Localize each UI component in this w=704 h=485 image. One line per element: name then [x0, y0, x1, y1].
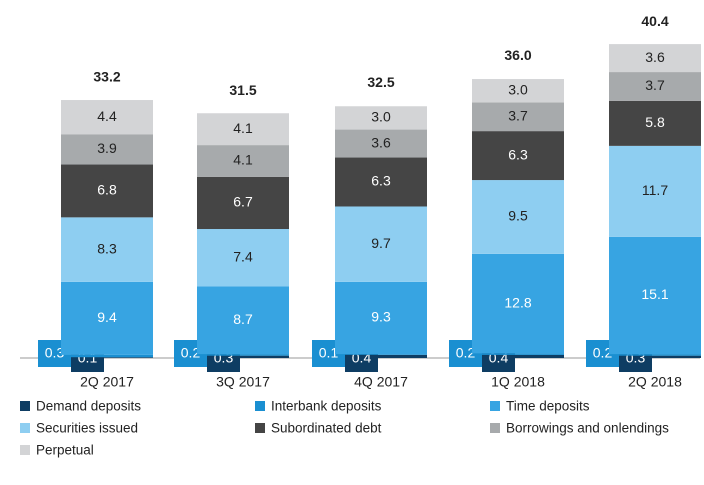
data-label: 3.6 — [371, 134, 391, 150]
bar-segment — [335, 106, 427, 130]
data-label: 8.3 — [97, 240, 117, 256]
total-label: 32.5 — [367, 74, 394, 90]
legend-swatch — [20, 401, 30, 411]
bar-segment — [335, 129, 427, 158]
total-label: 36.0 — [504, 47, 531, 63]
bar-segment — [61, 281, 153, 355]
bar-segment — [335, 354, 427, 358]
data-label: 6.3 — [371, 173, 391, 189]
bar-segment — [472, 353, 564, 355]
bar-segment — [472, 253, 564, 354]
bar-segment — [197, 355, 289, 358]
bar-segment — [472, 131, 564, 181]
data-label: 8.7 — [233, 311, 253, 327]
bar-segment — [472, 79, 564, 103]
data-label: 11.7 — [642, 182, 668, 198]
data-label: 9.7 — [371, 235, 391, 251]
bar-segment — [335, 157, 427, 207]
data-label: 3.7 — [508, 107, 528, 123]
legend-swatch — [20, 445, 30, 455]
legend-swatch — [20, 423, 30, 433]
legend-swatch — [255, 423, 265, 433]
total-label: 33.2 — [93, 69, 120, 85]
data-label: 0.3 — [45, 345, 65, 361]
bar-segment — [197, 176, 289, 230]
bar-segment — [609, 100, 701, 146]
bar-segment — [197, 229, 289, 287]
data-label: 3.6 — [645, 49, 665, 65]
bar-segment — [472, 102, 564, 132]
bar-segment — [197, 286, 289, 355]
total-label: 31.5 — [229, 82, 256, 98]
legend-label: Time deposits — [506, 399, 590, 414]
legend-label: Demand deposits — [36, 399, 141, 414]
x-tick-label: 1Q 2018 — [491, 374, 545, 390]
data-label: 12.8 — [504, 294, 531, 310]
x-tick-label: 3Q 2017 — [216, 374, 270, 390]
data-label: 0.2 — [593, 345, 613, 361]
legend-label: Borrowings and onlendings — [506, 421, 669, 436]
x-tick-label: 2Q 2018 — [628, 374, 682, 390]
data-label: 15.1 — [641, 286, 668, 302]
data-label: 0.2 — [456, 345, 476, 361]
bar-segment — [197, 113, 289, 146]
bar-segment — [609, 354, 701, 356]
bar-segment — [609, 72, 701, 101]
legend-label: Securities issued — [36, 421, 138, 436]
data-label: 6.7 — [233, 194, 253, 210]
data-label: 3.0 — [508, 81, 528, 97]
data-label: 4.4 — [97, 108, 117, 124]
bar-segment — [197, 354, 289, 356]
data-label: 9.5 — [508, 208, 528, 224]
bar-segment — [609, 236, 701, 355]
bar-segment — [609, 145, 701, 237]
data-label: 4.1 — [233, 152, 253, 168]
data-label: 0.1 — [319, 345, 339, 361]
data-label: 0.2 — [181, 345, 201, 361]
legend-label: Subordinated debt — [271, 421, 382, 436]
bar-segment — [335, 354, 427, 355]
data-label: 9.4 — [97, 309, 117, 325]
bar-segment — [197, 145, 289, 177]
bar-segment — [61, 217, 153, 282]
bar-segment — [335, 206, 427, 282]
x-tick-label: 2Q 2017 — [80, 374, 134, 390]
data-label: 3.0 — [371, 109, 391, 125]
data-label: 5.8 — [645, 114, 665, 130]
data-label: 3.9 — [97, 140, 117, 156]
bar-segment — [61, 134, 153, 165]
legend-swatch — [490, 401, 500, 411]
bar-segment — [609, 355, 701, 358]
legend-swatch — [490, 423, 500, 433]
data-label: 3.7 — [645, 77, 665, 93]
bar-segment — [609, 44, 701, 73]
legend-label: Interbank deposits — [271, 399, 382, 414]
bar-segment — [472, 180, 564, 254]
bar-segment — [61, 357, 153, 358]
data-label: 9.3 — [371, 309, 391, 325]
data-label: 4.1 — [233, 120, 253, 136]
bar-segment — [61, 100, 153, 135]
data-label: 7.4 — [233, 248, 253, 264]
bar-segment — [472, 354, 564, 358]
legend-swatch — [255, 401, 265, 411]
x-tick-label: 4Q 2017 — [354, 374, 408, 390]
data-label: 6.3 — [508, 146, 528, 162]
legend-label: Perpetual — [36, 443, 94, 458]
total-label: 40.4 — [641, 13, 668, 29]
data-label: 6.8 — [97, 182, 117, 198]
bar-segment — [61, 164, 153, 218]
bar-segment — [335, 281, 427, 355]
bar-segment — [61, 354, 153, 358]
